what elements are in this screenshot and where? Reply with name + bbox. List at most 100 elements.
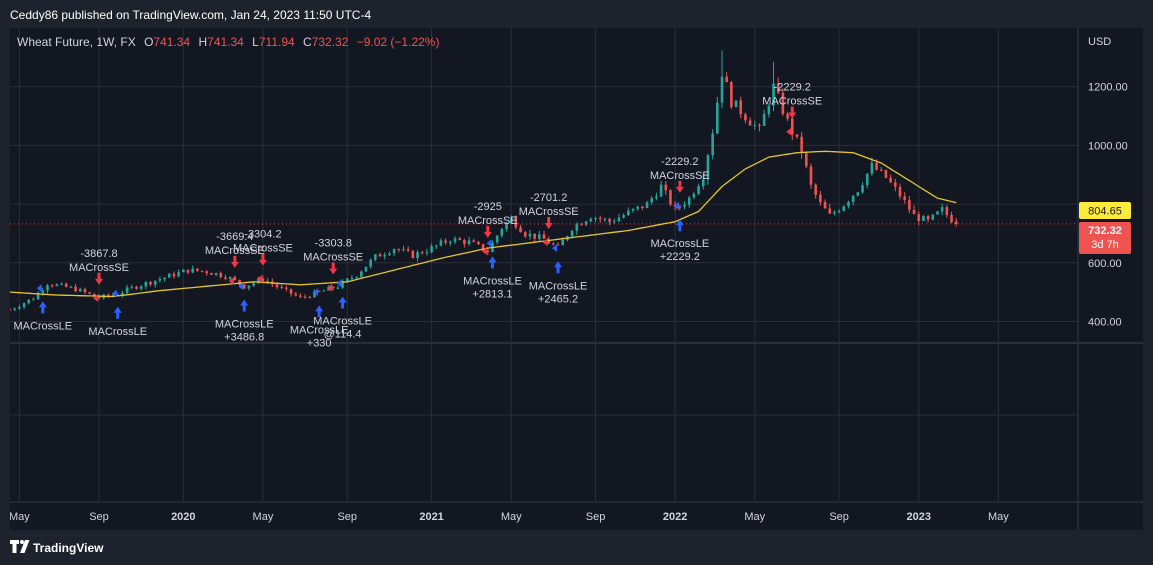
candle-body [509,217,513,223]
signal-label: -2701.2 [530,192,567,204]
candle-body [575,224,579,231]
candle-body [725,76,728,83]
chart-canvas[interactable]: MACrossLE -3867.8 MACrossSE MACrossLE -3669.… [10,28,1143,530]
signal-label: MACrossLE [313,316,372,328]
candle-body [364,266,368,272]
candle-body [27,299,31,304]
candle-body [523,232,527,237]
candle-body [22,303,26,307]
candle-body [898,186,902,197]
candle-body [917,214,921,221]
publish-info: Ceddy86 published on TradingView.com, Ja… [10,8,372,22]
candle-body [163,277,166,280]
candle-body [598,217,602,220]
signal-label: -2229.2 [774,81,811,93]
candle-body [186,269,190,273]
candle-body [823,202,827,209]
candle-body [641,206,644,209]
candle-body [233,277,237,280]
candle-body [950,214,953,223]
candle-body [819,194,822,203]
candle-body [242,284,246,289]
buy-signal-arrow-icon [488,256,497,269]
candle-body [345,278,349,282]
candle-body [41,290,45,293]
sell-signal-arrow-icon [483,225,492,238]
candle-body [622,215,625,218]
candle-body [121,292,124,295]
candle-body [758,125,761,127]
candle-body [659,184,663,197]
candle-body [790,118,794,135]
candle-body [69,286,73,288]
candle-body [238,279,241,285]
candle-body [266,281,269,283]
time-tick-label: May [10,511,30,523]
signal-label: MACrossLE [463,275,522,287]
candle-body [416,252,419,259]
candle-body [158,279,162,281]
signal-label: -3304.2 [244,229,281,241]
buy-signal-arrow-icon [113,306,122,319]
candle-body [556,244,560,246]
candle-body [275,284,279,288]
signal-label: +2813.1 [472,288,512,300]
candle-body [46,285,49,291]
candle-body [55,284,59,286]
candle-body [97,296,101,299]
price-tick-label: 400.00 [1088,316,1122,328]
signal-label: MACrossLE [215,318,274,330]
chart-pane[interactable]: MACrossLE -3867.8 MACrossSE MACrossLE -3669.… [10,28,1143,530]
candle-body [378,254,382,257]
signal-label: MACrossSE [205,245,265,257]
close-label: C [303,35,312,49]
candle-body [889,177,892,183]
candle-body [111,294,115,296]
candle-body [341,281,344,288]
candle-body [767,105,771,115]
price-axis[interactable]: USD 1200.00 1000.00 600.00 400.00 [1088,36,1128,328]
candle-body [355,276,358,278]
candle-body [837,210,841,213]
candle-body [828,208,832,214]
candle-body [533,233,536,239]
candle-body [481,244,485,251]
symbol-legend: Wheat Future, 1W, FX O741.34 H741.34 L71… [17,35,439,49]
time-axis[interactable]: May Sep 2020 May Sep 2021 May Sep 2022 May Sep 2023… [10,511,1009,523]
candle-body [683,204,686,207]
candle-body [781,92,785,114]
sell-signal-arrow-icon [788,106,797,119]
sell-signal-arrow-icon [675,180,684,193]
candle-body [865,173,869,186]
candle-body [603,218,607,220]
candle-body [411,250,415,259]
bar-countdown-label: 3d 7h [1091,239,1119,251]
candle-body [940,207,944,212]
candle-body [74,286,77,292]
low-label: L [252,35,259,49]
candle-body [125,287,129,293]
candle-body [650,198,654,203]
signal-label: MACrossSE [458,215,518,227]
sell-entry-marker-icon [542,238,548,247]
candle-body [200,270,204,272]
sell-entry-marker-icon [786,127,792,136]
candle-body [645,202,649,209]
candle-body [776,83,780,93]
candle-body [50,285,54,287]
buy-signal-arrow-icon [338,296,347,309]
price-badges: 804.65 732.32 3d 7h [1079,202,1131,254]
candle-body [449,241,452,243]
signal-label: MACrossSE [69,262,129,274]
signal-label: MACrossSE [650,170,710,182]
brand-name: TradingView [33,541,104,555]
time-tick-label: Sep [337,511,357,523]
close-value: 732.32 [312,35,349,49]
candle-body [308,296,312,298]
candle-body [734,100,738,108]
signal-label: MACrossLE [650,238,709,250]
change-value: −9.02 (−1.22%) [357,35,440,49]
candle-body [430,246,433,253]
candle-body [261,278,265,282]
